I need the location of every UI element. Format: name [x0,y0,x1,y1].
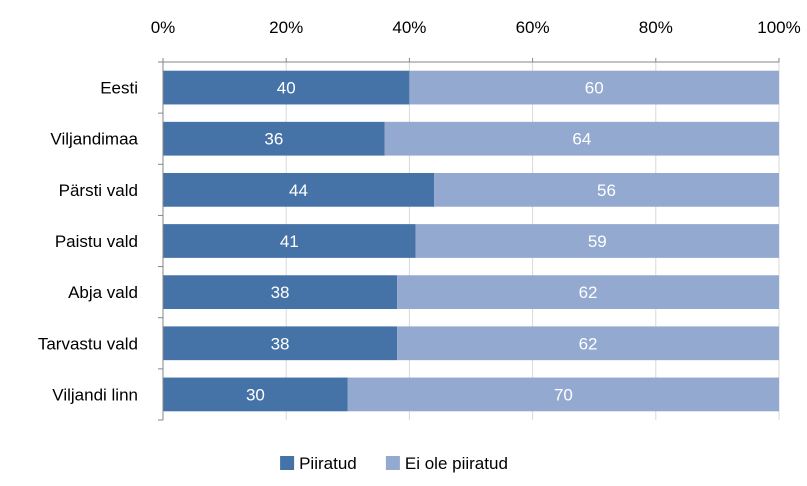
bar-segment-ei-ole-piiratud [347,377,779,412]
data-label: 60 [585,79,604,98]
x-tick-label: 20% [269,18,303,37]
data-label: 40 [277,79,296,98]
bar-segment-piiratud [163,70,410,105]
bar-segment-piiratud [163,224,416,258]
x-tick-label: 80% [639,18,673,37]
y-category-label: Tarvastu vald [38,334,138,353]
data-label: 62 [579,283,598,302]
bar-segment-ei-ole-piiratud [409,70,779,105]
data-label: 44 [289,181,308,200]
legend-label: Piiratud [299,454,357,473]
y-category-label: Viljandi linn [52,385,138,404]
data-label: 41 [280,232,299,251]
bar-segment-ei-ole-piiratud [397,326,779,361]
y-category-label: Abja vald [68,283,138,302]
data-label: 64 [572,130,591,149]
legend-label: Ei ole piiratud [405,454,508,473]
x-tick-label: 0% [151,18,176,37]
bar-segment-ei-ole-piiratud [434,172,779,207]
y-category-label: Viljandimaa [50,130,138,149]
data-label: 36 [264,130,283,149]
x-tick-label: 40% [392,18,426,37]
data-label: 56 [597,181,616,200]
bar-segment-ei-ole-piiratud [384,121,779,156]
x-tick-label: 60% [516,18,550,37]
y-category-label: Eesti [100,79,138,98]
data-label: 62 [579,334,598,353]
x-tick-label: 100% [757,18,800,37]
data-label: 30 [246,385,265,404]
data-label: 38 [271,283,290,302]
bar-segment-ei-ole-piiratud [397,275,779,310]
bars: 40 60 36 64 44 56 41 59 38 62 38 62 30 70 [163,70,779,412]
data-label: 38 [271,334,290,353]
data-label: 59 [588,232,607,251]
y-category-label: Paistu vald [55,232,138,251]
y-category-label: Pärsti vald [59,181,138,200]
bar-segment-piiratud [163,172,435,207]
legend-swatch [280,456,295,470]
bar-segment-piiratud [163,377,348,412]
bar-segment-piiratud [163,275,398,310]
legend-swatch [385,456,400,470]
axes: 0% 20% 40% 60% 80% 100% Eesti Viljandimaa Pärsti… [38,18,801,421]
bar-segment-piiratud [163,121,385,156]
data-label: 70 [554,385,573,404]
legend: Piiratud Ei ole piiratud [280,454,508,473]
bar-segment-ei-ole-piiratud [415,224,779,258]
bar-segment-piiratud [163,326,398,361]
